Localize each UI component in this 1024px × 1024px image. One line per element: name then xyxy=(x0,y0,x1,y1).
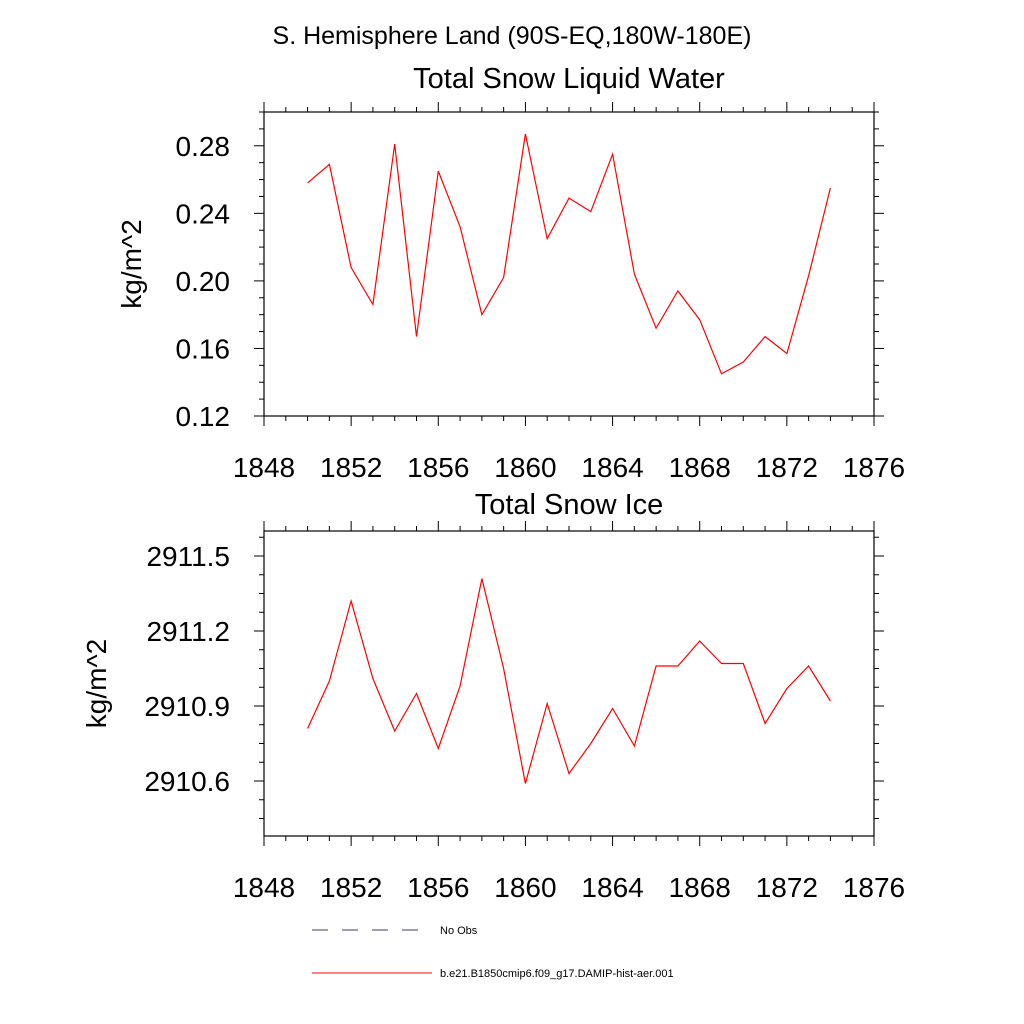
x-tick-label: 1856 xyxy=(407,452,469,483)
x-tick-label: 1868 xyxy=(669,872,731,903)
y-tick-label: 2910.6 xyxy=(144,766,230,797)
legend: No Obs b.e21.B1850cmip6.f09_g17.DAMIP-his… xyxy=(312,925,674,980)
chart-panel-1: Total Snow Liquid Water 1848 1852 1856 1860 1… xyxy=(116,63,905,483)
y-axis-label: kg/m^2 xyxy=(81,639,112,728)
x-tick-label: 1860 xyxy=(494,452,556,483)
y-tick-label: 0.16 xyxy=(176,333,231,364)
y-tick-label: 2910.9 xyxy=(144,691,230,722)
x-tick-label: 1848 xyxy=(233,452,295,483)
chart-panels: Total Snow Liquid Water 1848 1852 1856 1860 1… xyxy=(81,63,905,903)
x-tick-label: 1872 xyxy=(756,872,818,903)
y-tick-label: 0.20 xyxy=(176,266,231,297)
x-tick-label: 1860 xyxy=(494,872,556,903)
x-tick-label: 1872 xyxy=(756,452,818,483)
y-tick-label: 2911.5 xyxy=(146,541,230,572)
x-tick-label: 1876 xyxy=(843,872,905,903)
x-tick-label: 1852 xyxy=(320,452,382,483)
chart-panel-2: Total Snow Ice 1848 1852 1856 1860 1864 1868 18… xyxy=(81,489,905,903)
series-line xyxy=(307,578,831,784)
legend-label: No Obs xyxy=(440,925,478,937)
y-tick-label: 0.24 xyxy=(176,198,231,229)
legend-item: No Obs xyxy=(312,925,478,937)
chart-title: Total Snow Liquid Water xyxy=(413,63,725,95)
x-tick-label: 1848 xyxy=(233,872,295,903)
x-tick-label: 1864 xyxy=(581,872,643,903)
x-tick-label: 1852 xyxy=(320,872,382,903)
figure-suptitle: S. Hemisphere Land (90S-EQ,180W-180E) xyxy=(273,22,752,50)
y-tick-label: 2911.2 xyxy=(146,616,230,647)
y-tick-label: 0.12 xyxy=(176,401,231,432)
y-tick-label: 0.28 xyxy=(176,131,231,162)
legend-label: b.e21.B1850cmip6.f09_g17.DAMIP-hist-aer.… xyxy=(440,968,674,980)
chart-title: Total Snow Ice xyxy=(475,489,664,521)
x-tick-label: 1868 xyxy=(669,452,731,483)
legend-item: b.e21.B1850cmip6.f09_g17.DAMIP-hist-aer.… xyxy=(312,968,674,980)
x-tick-label: 1856 xyxy=(407,872,469,903)
x-tick-label: 1864 xyxy=(581,452,643,483)
x-tick-label: 1876 xyxy=(843,452,905,483)
plot-frame xyxy=(263,111,875,417)
y-axis-label: kg/m^2 xyxy=(116,219,147,308)
plot-frame xyxy=(263,530,875,837)
series-line xyxy=(307,133,831,375)
